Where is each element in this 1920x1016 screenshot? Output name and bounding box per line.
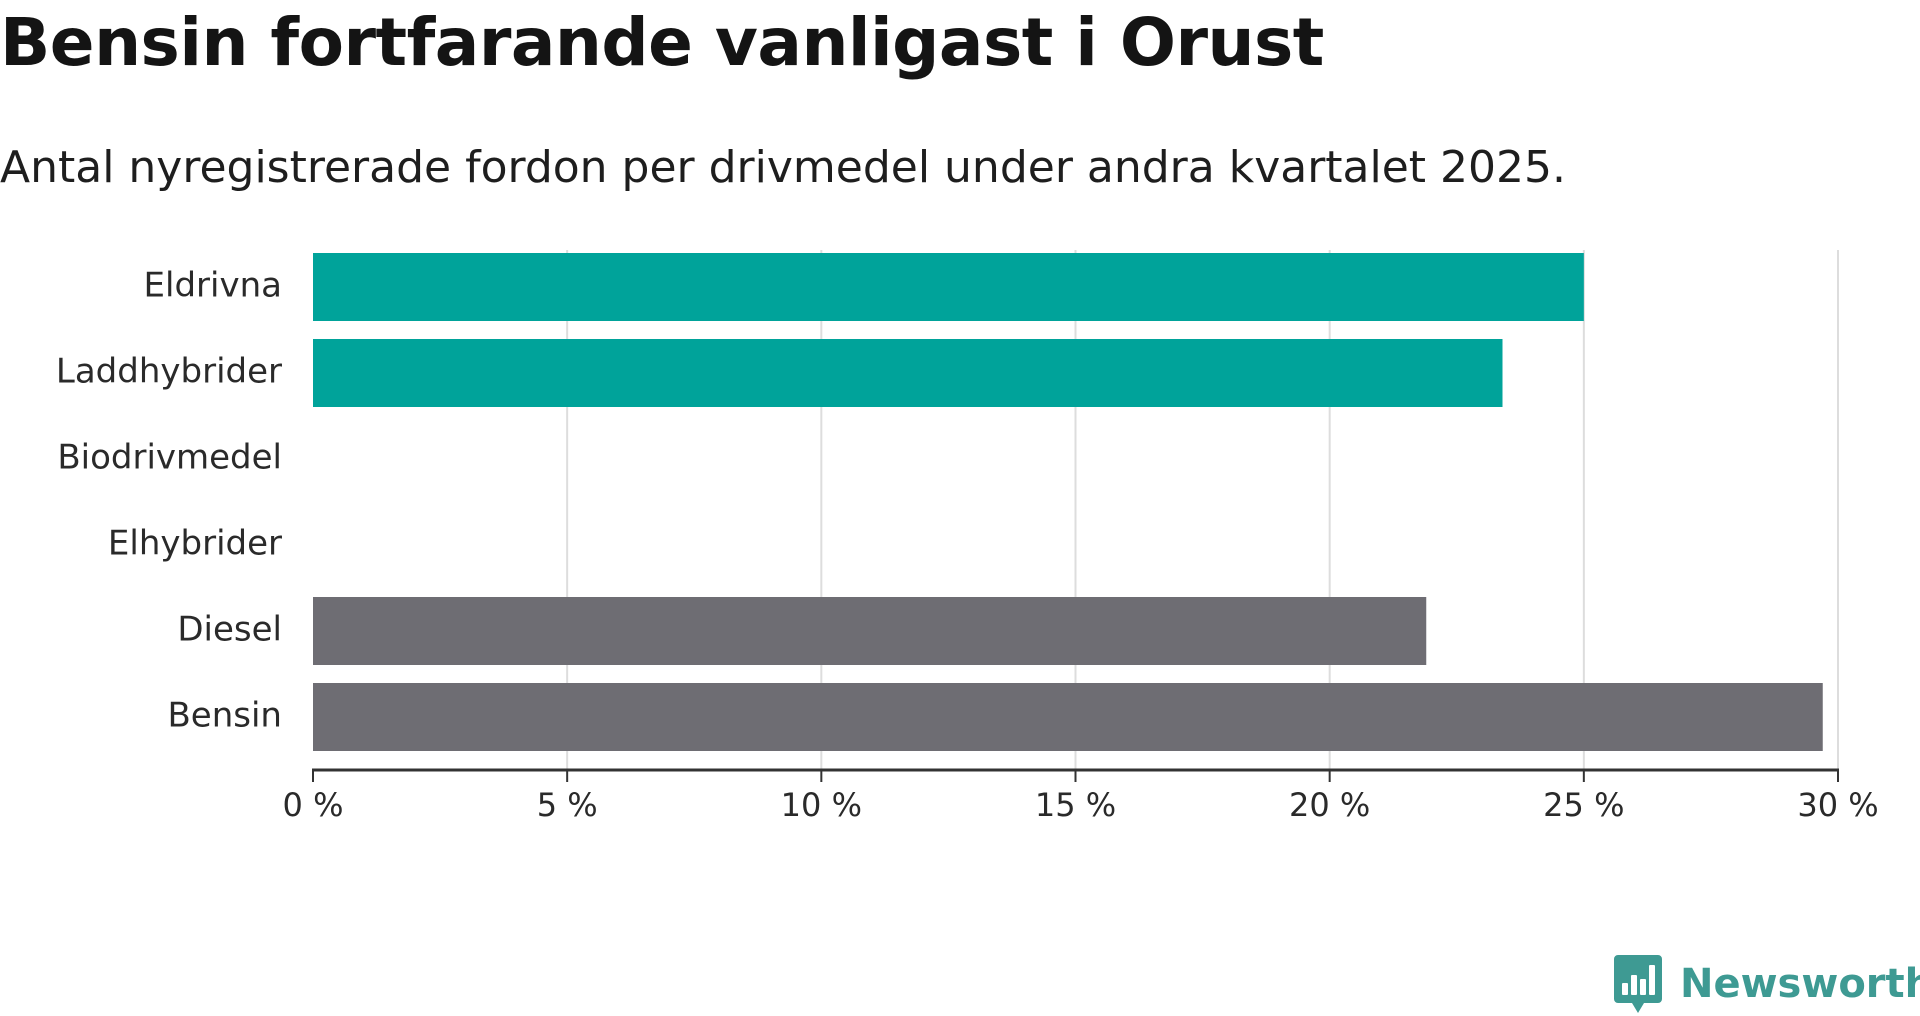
chart-subtitle: Antal nyregistrerade fordon per drivmede… bbox=[0, 142, 1566, 193]
category-label: Elhybrider bbox=[108, 524, 282, 564]
x-axis: 0 % 5 % 10 % 15 % 20 % 25 % 30 % bbox=[283, 768, 1879, 824]
x-tick-label: 0 % bbox=[283, 786, 344, 824]
brand-logo: Newsworthy bbox=[1614, 952, 1920, 1016]
x-tick-label: 10 % bbox=[781, 786, 862, 824]
chart-title: Bensin fortfarande vanligast i Orust bbox=[0, 4, 1324, 81]
category-label: Eldrivna bbox=[144, 266, 282, 306]
bar-chart-bubble-icon bbox=[1614, 955, 1662, 1013]
x-tick-label: 25 % bbox=[1543, 786, 1624, 824]
bar-diesel bbox=[313, 597, 1427, 665]
bars bbox=[313, 253, 1823, 751]
category-labels: Eldrivna Laddhybrider Biodrivmedel Elhybrid… bbox=[56, 266, 282, 736]
x-tick-label: 5 % bbox=[537, 786, 598, 824]
x-tick-label: 30 % bbox=[1797, 786, 1878, 824]
category-label: Biodrivmedel bbox=[57, 438, 282, 478]
bar-laddhybrider bbox=[313, 339, 1503, 407]
x-tick-label: 15 % bbox=[1035, 786, 1116, 824]
category-label: Diesel bbox=[177, 610, 282, 650]
bar-eldrivna bbox=[313, 253, 1584, 321]
x-tick-label: 20 % bbox=[1289, 786, 1370, 824]
category-label: Bensin bbox=[167, 696, 282, 736]
brand-name: Newsworthy bbox=[1680, 961, 1920, 1007]
category-label: Laddhybrider bbox=[56, 352, 282, 392]
bar-bensin bbox=[313, 683, 1823, 751]
